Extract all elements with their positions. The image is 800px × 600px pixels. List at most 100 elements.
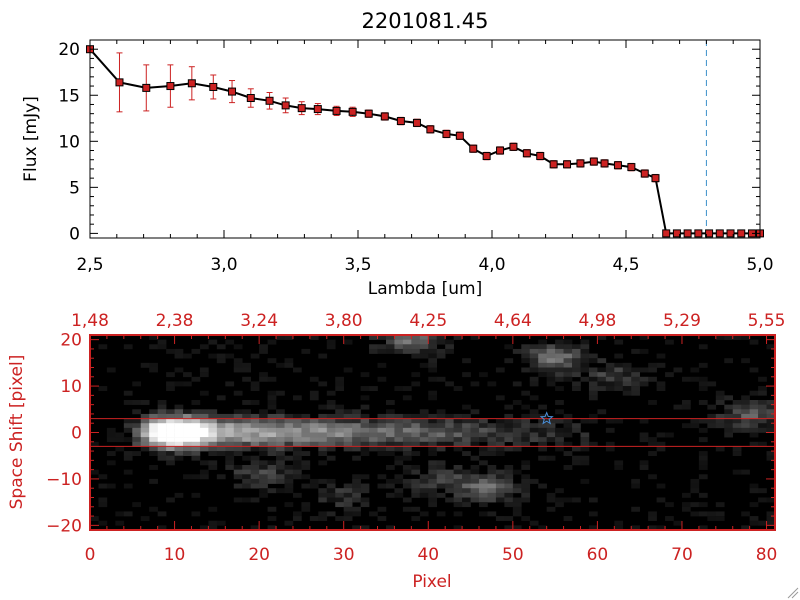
resize-grip-icon[interactable]: [787, 587, 799, 599]
heatmap-cell: [521, 344, 531, 350]
heatmap-cell: [183, 446, 192, 452]
heatmap-cell: [183, 432, 192, 438]
heatmap-cell: [512, 511, 522, 517]
heatmap-cell: [352, 441, 361, 447]
heatmap-cell: [724, 404, 734, 410]
heatmap-cell: [216, 395, 226, 401]
heatmap-cell: [766, 497, 776, 503]
heatmap-cell: [538, 525, 547, 531]
heatmap-cell: [580, 362, 590, 368]
heatmap-cell: [521, 492, 531, 498]
heatmap-cell: [453, 437, 463, 443]
heatmap-cell: [563, 413, 573, 419]
heatmap-cell: [140, 437, 150, 443]
heatmap-cell: [495, 446, 505, 452]
heatmap-cell: [259, 465, 268, 470]
heatmap-cell: [174, 492, 184, 498]
heatmap-cell: [546, 492, 556, 498]
heatmap-cell: [276, 446, 285, 452]
heatmap-cell: [250, 465, 260, 470]
heatmap-cell: [318, 492, 328, 498]
heatmap-cell: [546, 362, 556, 368]
heatmap-cell: [292, 446, 302, 452]
heatmap-cell: [707, 423, 717, 429]
heatmap-cell: [360, 418, 370, 424]
heatmap-cell: [309, 483, 319, 489]
heatmap-cell: [233, 362, 243, 368]
heatmap-cell: [166, 437, 175, 443]
heatmap-cell: [741, 400, 750, 405]
heatmap-cell: [648, 362, 657, 368]
flux-marker: [576, 159, 585, 168]
heatmap-cell: [470, 492, 480, 498]
heatmap-cell: [698, 386, 708, 392]
heatmap-cell: [428, 335, 438, 340]
heatmap-cell: [352, 437, 361, 443]
flux-marker: [442, 129, 451, 138]
heatmap-cell: [216, 441, 226, 447]
heatmap-cell: [580, 358, 590, 364]
heatmap-cell: [301, 506, 311, 512]
heatmap-cell: [250, 497, 260, 503]
heatmap-cell: [504, 502, 514, 508]
heatmap-cell: [766, 516, 776, 522]
heatmap-cell: [462, 469, 471, 475]
heatmap-cell: [242, 441, 251, 447]
heatmap-cell: [563, 497, 573, 503]
heatmap-cell: [462, 413, 471, 419]
heatmap-cell: [208, 353, 218, 359]
heatmap-cell: [377, 413, 387, 419]
x-tick-label: 80: [756, 545, 778, 565]
heatmap-cell: [546, 353, 556, 359]
heatmap-cell: [369, 423, 378, 429]
heatmap-cell: [292, 441, 302, 447]
heatmap-cell: [199, 409, 209, 415]
heatmap-cell: [597, 372, 607, 378]
heatmap-cell: [225, 432, 235, 438]
heatmap-cell: [521, 390, 531, 396]
heatmap-cell: [369, 441, 378, 447]
heatmap-cell: [538, 427, 547, 433]
heatmap-cell: [326, 418, 336, 424]
heatmap-cell: [267, 432, 277, 438]
heatmap-cell: [428, 353, 438, 359]
heatmap-cell: [292, 465, 302, 470]
heatmap-cell: [318, 381, 328, 387]
heatmap-cell: [732, 423, 742, 429]
heatmap-cell: [428, 423, 438, 429]
heatmap-cell: [495, 441, 505, 447]
heatmap-cell: [614, 339, 624, 345]
heatmap-cell: [487, 497, 497, 503]
heatmap-cell: [766, 520, 776, 526]
heatmap-cell: [309, 335, 319, 340]
heatmap-cell: [479, 427, 488, 433]
heatmap-cell: [309, 478, 319, 484]
heatmap-cell: [445, 488, 454, 494]
heatmap-cell: [741, 413, 750, 419]
heatmap-cell: [157, 451, 167, 457]
heatmap-cell: [555, 339, 564, 345]
heatmap-cell: [521, 404, 531, 410]
heatmap-cell: [140, 516, 150, 522]
heatmap-cell: [174, 423, 184, 429]
heatmap-cell: [555, 446, 564, 452]
heatmap-cell: [529, 409, 539, 415]
heatmap-cell: [462, 441, 471, 447]
heatmap-cell: [766, 451, 776, 457]
heatmap-cell: [242, 432, 251, 438]
heatmap-cell: [436, 437, 446, 443]
heatmap-cell: [529, 376, 539, 382]
heatmap-cell: [555, 362, 564, 368]
flux-marker: [455, 131, 464, 140]
heatmap-cell: [309, 516, 319, 522]
heatmap-cell: [377, 441, 387, 447]
heatmap-cell: [394, 413, 404, 419]
heatmap-cell: [462, 372, 471, 378]
heatmap-cell: [267, 441, 277, 447]
heatmap-cell: [648, 441, 657, 447]
heatmap-cell: [394, 492, 404, 498]
heatmap-cell: [479, 432, 488, 438]
heatmap-cell: [369, 432, 378, 438]
heatmap-cell: [208, 441, 218, 447]
heatmap-cell: [259, 451, 268, 457]
